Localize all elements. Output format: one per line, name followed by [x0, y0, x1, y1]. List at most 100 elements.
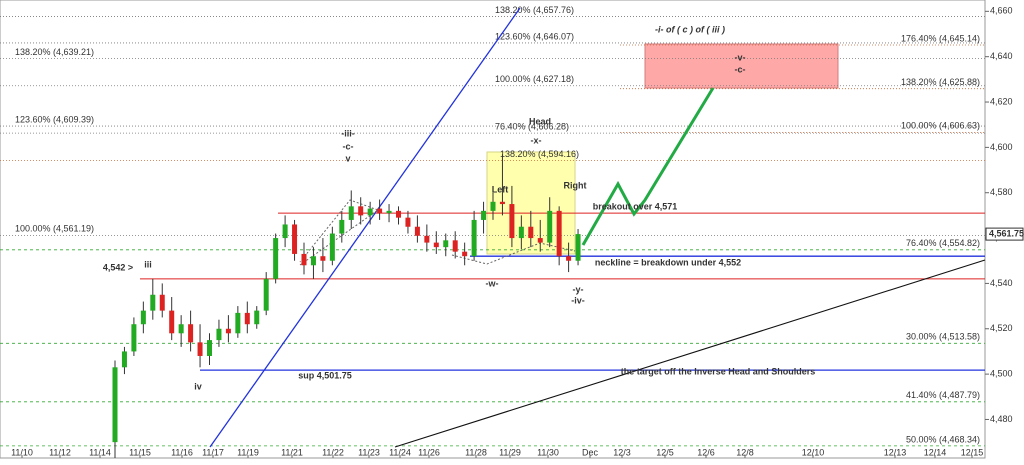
x-tick-label: 12/3: [613, 447, 631, 457]
x-tick-label: 11/14: [89, 447, 111, 457]
candle-body: [329, 233, 335, 261]
candle-body: [367, 208, 373, 216]
x-tick-label: 11/16: [171, 447, 193, 457]
candle-body: [263, 278, 269, 311]
x-tick-label: 11/29: [499, 447, 521, 457]
annotation: Head: [529, 116, 551, 126]
fib-label: 138.20% (4,594.16): [500, 149, 579, 159]
annotation: breakout over 4,571: [593, 201, 678, 211]
candle-body: [225, 328, 231, 334]
last-price-label: 4,561.75: [989, 228, 1024, 238]
x-tick-label: 12/15: [961, 447, 984, 457]
candle-body: [112, 367, 118, 443]
fib-label: 123.60% (4,646.07): [495, 31, 574, 41]
candle-body: [424, 235, 430, 243]
candle-body: [292, 224, 298, 254]
candle-body: [462, 251, 468, 257]
y-tick-label: 4,620: [990, 96, 1013, 106]
y-tick-label: 4,660: [990, 6, 1013, 16]
annotation: -y-: [573, 284, 584, 294]
annotation: iii: [144, 259, 152, 269]
fib-label: 100.00% (4,606.63): [901, 121, 980, 131]
candle-body: [339, 219, 345, 234]
candle-body: [235, 312, 241, 334]
candle-body: [310, 256, 316, 266]
candle-body: [358, 206, 364, 216]
annotation: -v-: [735, 52, 746, 62]
candle-body: [131, 324, 137, 352]
candle-body: [537, 238, 543, 243]
fib-label: 76.40% (4,554.82): [906, 238, 980, 248]
x-tick-label: 12/13: [884, 447, 907, 457]
fib-label: 100.00% (4,561.19): [15, 224, 94, 234]
fib-label: 100.00% (4,627.18): [495, 74, 574, 84]
candle-body: [499, 201, 505, 205]
candle-body: [386, 210, 392, 214]
trend-line: [209, 7, 521, 448]
candle-body: [518, 226, 524, 239]
candle-body: [273, 238, 279, 279]
channel: [299, 199, 380, 266]
candle-body: [140, 310, 146, 325]
x-tick-label: 12/8: [736, 447, 754, 457]
candle-body: [150, 294, 156, 311]
candle-body: [207, 340, 212, 356]
candle-body: [556, 210, 562, 257]
candle-body: [301, 253, 307, 266]
last-price-box: [985, 227, 1024, 241]
candle-body: [169, 310, 175, 334]
candle-body: [471, 219, 477, 257]
candle-body: [178, 324, 184, 334]
candle-body: [481, 210, 487, 220]
candle-body: [121, 351, 127, 368]
x-tick-label: 12/10: [802, 447, 825, 457]
x-tick-label: 11/10: [11, 447, 33, 457]
candle-body: [216, 328, 222, 341]
x-tick-label: 12/5: [656, 447, 674, 457]
candle-body: [188, 324, 194, 343]
fib-label: 138.20% (4,657.76): [495, 5, 574, 15]
annotation: iv: [194, 381, 202, 391]
x-tick-label: 11/24: [389, 447, 411, 457]
x-tick-label: 11/30: [537, 447, 559, 457]
annotation: -c-: [735, 64, 746, 74]
candle-body: [566, 256, 572, 261]
fib-label: 30.00% (4,513.58): [906, 332, 980, 342]
annotation: -w-: [486, 278, 499, 288]
candle-body: [159, 294, 165, 311]
fib-label: 176.40% (4,645.14): [901, 33, 980, 43]
candle-body: [443, 240, 449, 248]
candle-body: [396, 210, 401, 218]
candle-body: [320, 256, 326, 261]
candle-body: [405, 217, 411, 227]
annotation: Left: [492, 184, 509, 194]
y-tick-label: 4,580: [990, 187, 1013, 197]
x-tick-label: 11/15: [129, 447, 151, 457]
annotation: -i- of ( c ) of ( iii ): [655, 24, 725, 34]
x-tick-label: 11/12: [49, 447, 71, 457]
annotation: sup 4,501.75: [298, 370, 352, 380]
y-tick-label: 4,640: [990, 51, 1013, 61]
candle-body: [377, 208, 383, 214]
y-tick-label: 4,480: [990, 414, 1013, 424]
candle-body: [414, 226, 420, 236]
annotation: -iii-: [341, 128, 355, 138]
fib-label: 76.40% (4,606.28): [495, 122, 569, 132]
x-tick-label: Dec: [582, 447, 599, 457]
fib-label: 138.20% (4,639.21): [15, 47, 94, 57]
annotation: the target off the Inverse Head and Shou…: [621, 366, 816, 376]
x-tick-label: 11/28: [465, 447, 487, 457]
projection-path: [581, 87, 715, 246]
annotation: v: [345, 153, 350, 163]
candle-body: [575, 234, 581, 261]
annotation: neckline = breakdown under 4,552: [595, 257, 741, 267]
x-tick-label: 11/22: [322, 447, 344, 457]
candle-body: [244, 312, 250, 325]
x-tick-label: 11/26: [418, 447, 440, 457]
y-tick-label: 4,600: [990, 142, 1013, 152]
candle-body: [197, 342, 203, 356]
candle-body: [282, 224, 288, 239]
y-tick-label: 4,540: [990, 278, 1013, 288]
channel: [451, 242, 576, 265]
